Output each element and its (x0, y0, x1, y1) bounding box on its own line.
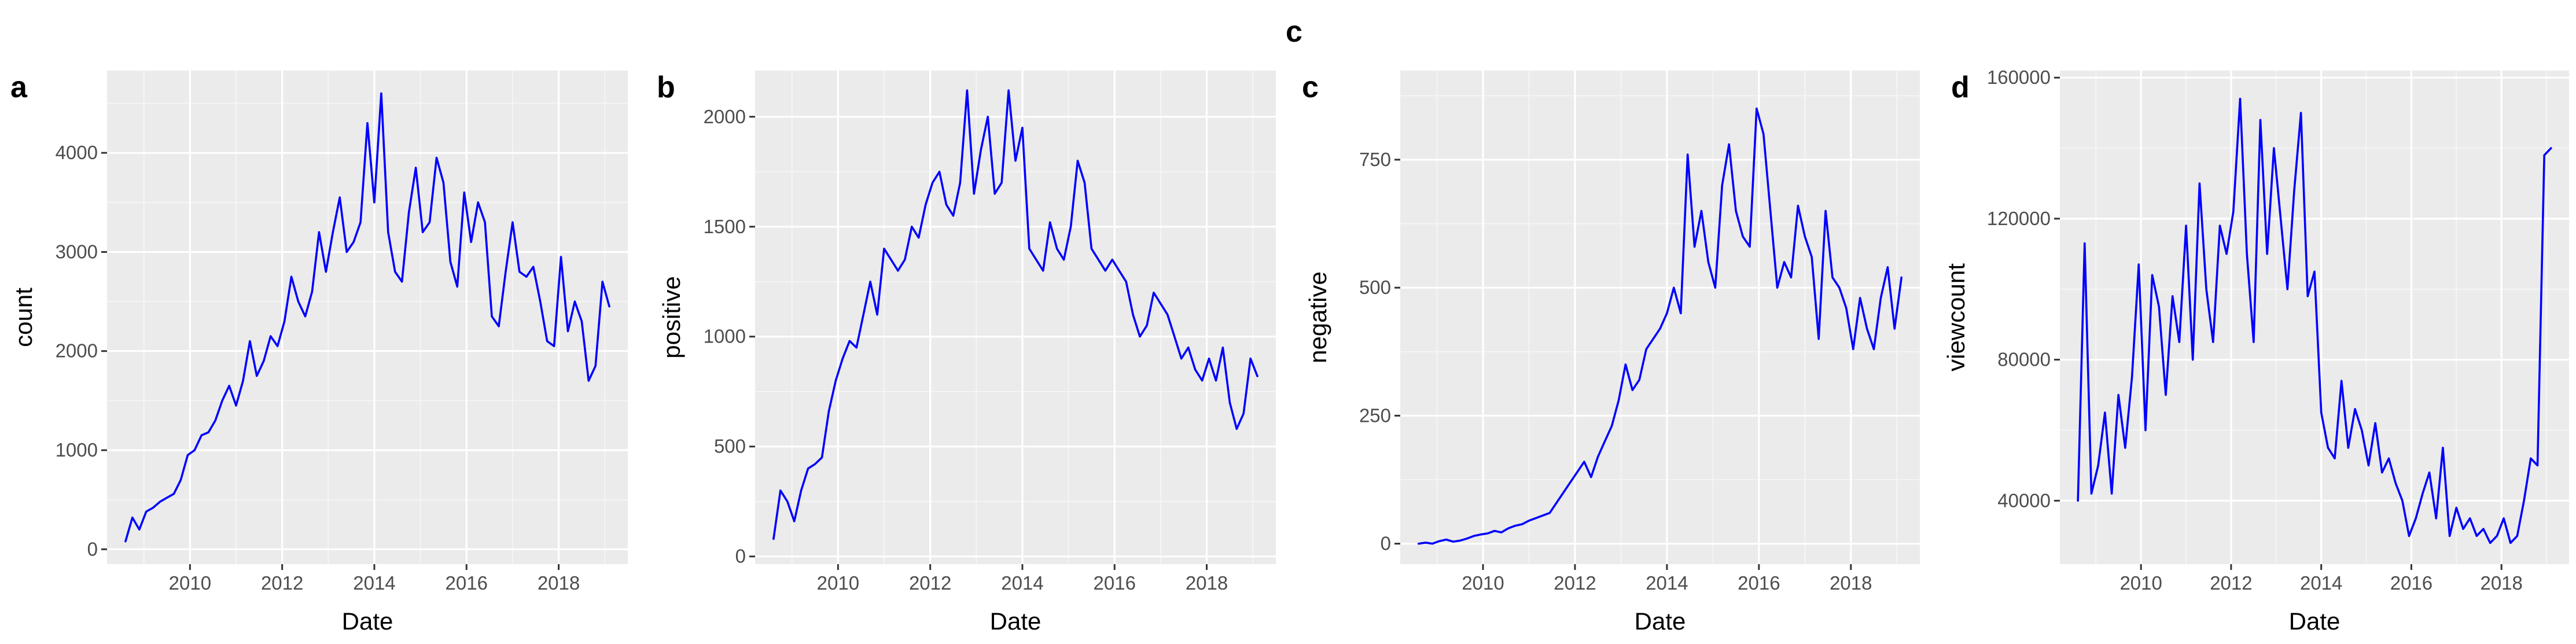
x-axis-title: Date (2289, 608, 2341, 635)
chart-panel-d: 2010 2012 2014 2016 2018 40000 80000 120000 1600… (1942, 67, 2569, 635)
panel-background (2060, 71, 2569, 564)
y-tick-label: 500 (1359, 277, 1391, 298)
y-tick-label: 1000 (56, 439, 98, 461)
panel-background (1400, 71, 1920, 564)
x-tick-label: 2016 (2390, 572, 2433, 594)
y-axis-title: positive (658, 276, 685, 358)
y-tick-label: 0 (1381, 533, 1391, 554)
y-tick-label: 2000 (56, 340, 98, 362)
x-axis-title: Date (342, 608, 393, 635)
y-axis-title: negative (1304, 271, 1331, 363)
panel-background (107, 71, 628, 564)
series-line-c (1418, 107, 1902, 545)
y-axis-title: count (10, 288, 37, 347)
x-tick-label: 2014 (353, 572, 395, 594)
x-tick-label: 2018 (2480, 572, 2522, 594)
y-tick-label: 1500 (704, 216, 746, 237)
y-tick-label: 0 (87, 538, 98, 560)
x-tick-label: 2012 (261, 572, 303, 594)
y-tick-label: 3000 (56, 241, 98, 262)
y-tick-label: 160000 (1987, 67, 2051, 88)
x-axis-title: Date (990, 608, 1042, 635)
x-tick-label: 2014 (1001, 572, 1043, 594)
panel-tag: a (10, 71, 28, 104)
panel-tag: d (1951, 71, 1970, 104)
y-tick-label: 1000 (704, 326, 746, 347)
y-tick-label: 2000 (704, 106, 746, 127)
chart-panel-c: 2010 2012 2014 2016 2018 0 250 500 750 Date negati… (1302, 71, 1920, 635)
x-tick-label: 2014 (1646, 572, 1688, 594)
x-tick-label: 2010 (1462, 572, 1504, 594)
series-line-d (2077, 97, 2552, 544)
x-tick-label: 2010 (169, 572, 211, 594)
y-tick-label: 4000 (56, 142, 98, 163)
x-tick-label: 2010 (2119, 572, 2162, 594)
y-tick-label: 0 (735, 546, 746, 567)
x-tick-label: 2016 (1094, 572, 1136, 594)
panel-tag: c (1302, 71, 1319, 104)
chart-panel-a: 2010 2012 2014 2016 2018 0 1000 2000 3000 4000 Dat… (10, 71, 628, 635)
y-axis-title: viewcount (1942, 263, 1970, 371)
y-tick-label: 120000 (1987, 208, 2051, 229)
x-tick-label: 2012 (1554, 572, 1596, 594)
x-tick-label: 2018 (1186, 572, 1228, 594)
chart-panel-b: 2010 2012 2014 2016 2018 0 500 1000 1500 2000 Date… (657, 71, 1276, 635)
y-tick-label: 750 (1359, 149, 1391, 170)
x-tick-label: 2012 (2210, 572, 2252, 594)
y-tick-label: 500 (714, 436, 746, 457)
y-tick-label: 80000 (1997, 349, 2051, 370)
y-tick-label: 250 (1359, 404, 1391, 426)
x-tick-label: 2016 (1738, 572, 1780, 594)
x-tick-label: 2012 (909, 572, 951, 594)
x-tick-label: 2018 (538, 572, 580, 594)
x-axis-title: Date (1635, 608, 1686, 635)
x-tick-label: 2014 (2300, 572, 2342, 594)
x-tick-label: 2016 (446, 572, 488, 594)
x-tick-label: 2010 (817, 572, 859, 594)
figure-top-tag: c (1286, 15, 1302, 49)
panel-tag: b (657, 71, 675, 104)
chart-panels: 2010 2012 2014 2016 2018 0 1000 2000 3000 4000 Dat… (10, 67, 2569, 635)
y-tick-label: 40000 (1997, 490, 2051, 511)
series-line-b (772, 89, 1258, 540)
panel-background (755, 71, 1276, 564)
x-tick-label: 2018 (1830, 572, 1872, 594)
series-line-a (124, 92, 610, 543)
